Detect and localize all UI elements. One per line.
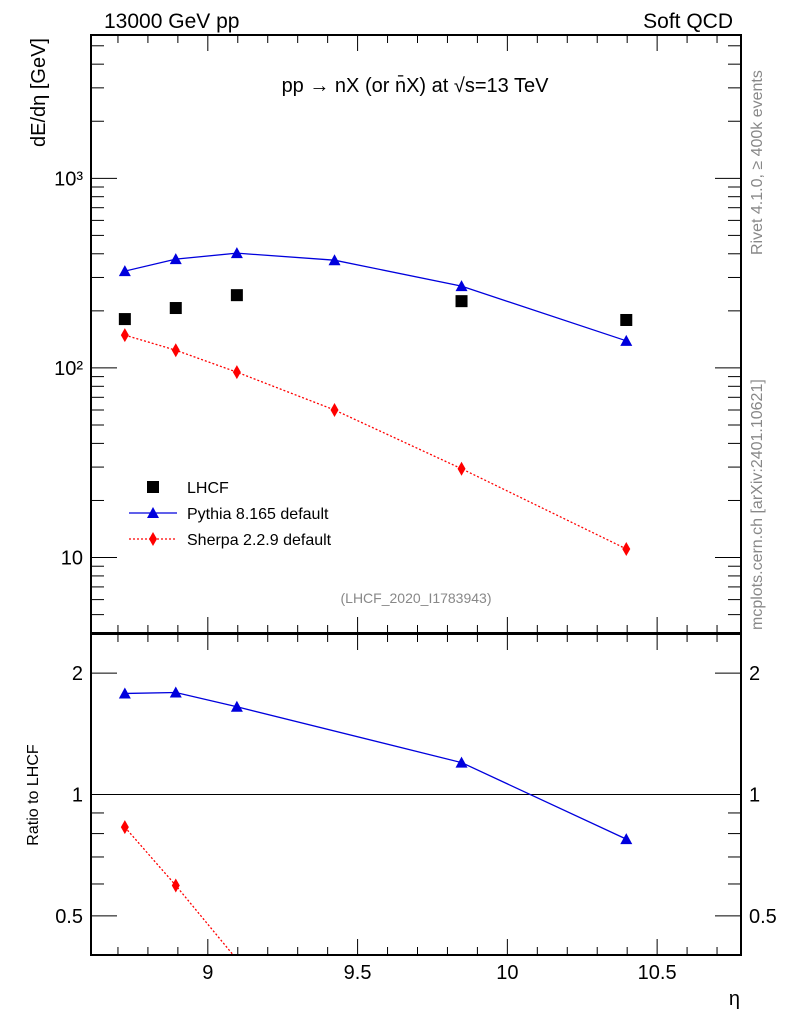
data-point-sherpa	[330, 402, 339, 417]
header-right: Soft QCD	[643, 10, 733, 33]
plot-frame	[90, 633, 742, 956]
y-tick-label-right: 0.5	[749, 906, 777, 928]
data-point-sherpa	[457, 461, 466, 476]
data-point-pythia	[169, 686, 182, 698]
legend-label-pythia: Pythia 8.165 default	[187, 506, 329, 523]
data-point-lhcf	[118, 313, 131, 326]
rivet-label: Rivet 4.1.0, ≥ 400k events	[749, 70, 766, 255]
x-tick-label: 9.5	[344, 962, 372, 984]
data-point-pythia	[620, 334, 633, 346]
series-group	[118, 247, 633, 556]
data-point-pythia	[118, 265, 131, 277]
series-line-sherpa	[124, 826, 234, 956]
data-point-pythia	[455, 756, 468, 768]
plot-title: pp → nX (or n̄X) at √s=13 TeV	[282, 74, 550, 97]
data-point-lhcf	[169, 302, 182, 315]
series-line-pythia	[124, 691, 627, 840]
data-point-sherpa	[171, 878, 180, 893]
data-point-pythia	[620, 833, 633, 845]
x-tick-label: 10.5	[638, 962, 677, 984]
series-group	[118, 686, 633, 956]
plot-layer: 10 10² 10³ 0.5 0.5 1 1 2 2 9 9.5 10 10.5	[54, 34, 777, 984]
legend-marker-lhcf	[147, 481, 159, 493]
y-tick-label: 0.5	[55, 906, 83, 928]
series-line-pythia	[124, 252, 627, 342]
series-line-sherpa	[124, 334, 627, 550]
y-tick-label-right: 1	[749, 785, 760, 807]
legend: LHCF Pythia 8.165 default Sherpa 2.2.9 d…	[129, 480, 332, 549]
data-point-sherpa	[622, 541, 631, 556]
data-point-pythia	[328, 254, 341, 266]
data-point-pythia	[455, 280, 468, 292]
data-point-pythia	[118, 687, 131, 699]
watermark: (LHCF_2020_I1783943)	[341, 590, 492, 606]
ratio-y-axis-label: Ratio to LHCF	[25, 744, 42, 846]
mcplots-label: mcplots.cern.ch [arXiv:2401.10621]	[749, 379, 766, 630]
legend-marker-pythia	[147, 507, 159, 518]
header-left: 13000 GeV pp	[104, 10, 239, 33]
x-tick-label: 10	[496, 962, 518, 984]
data-point-lhcf	[620, 313, 633, 326]
y-tick-label: 10²	[54, 358, 83, 380]
data-point-sherpa	[232, 365, 241, 380]
y-tick-label-right: 2	[749, 663, 760, 685]
y-tick-label: 10	[61, 548, 83, 570]
data-point-pythia	[230, 700, 243, 712]
data-point-sherpa	[171, 343, 180, 358]
data-point-pythia	[169, 253, 182, 265]
y-tick-label: 1	[72, 785, 83, 807]
x-axis-label: η	[729, 988, 740, 1010]
legend-label-lhcf: LHCF	[187, 480, 229, 497]
y-tick-label: 10³	[54, 168, 83, 190]
legend-marker-sherpa	[149, 532, 157, 546]
data-point-lhcf	[230, 289, 243, 302]
y-tick-label: 2	[72, 663, 83, 685]
data-point-sherpa	[120, 328, 129, 343]
data-point-sherpa	[120, 820, 129, 835]
legend-label-sherpa: Sherpa 2.2.9 default	[187, 532, 332, 549]
data-point-lhcf	[455, 295, 468, 308]
y-axis-label: dE/dη [GeV]	[28, 38, 50, 147]
x-tick-label: 9	[202, 962, 213, 984]
data-point-pythia	[230, 247, 243, 259]
